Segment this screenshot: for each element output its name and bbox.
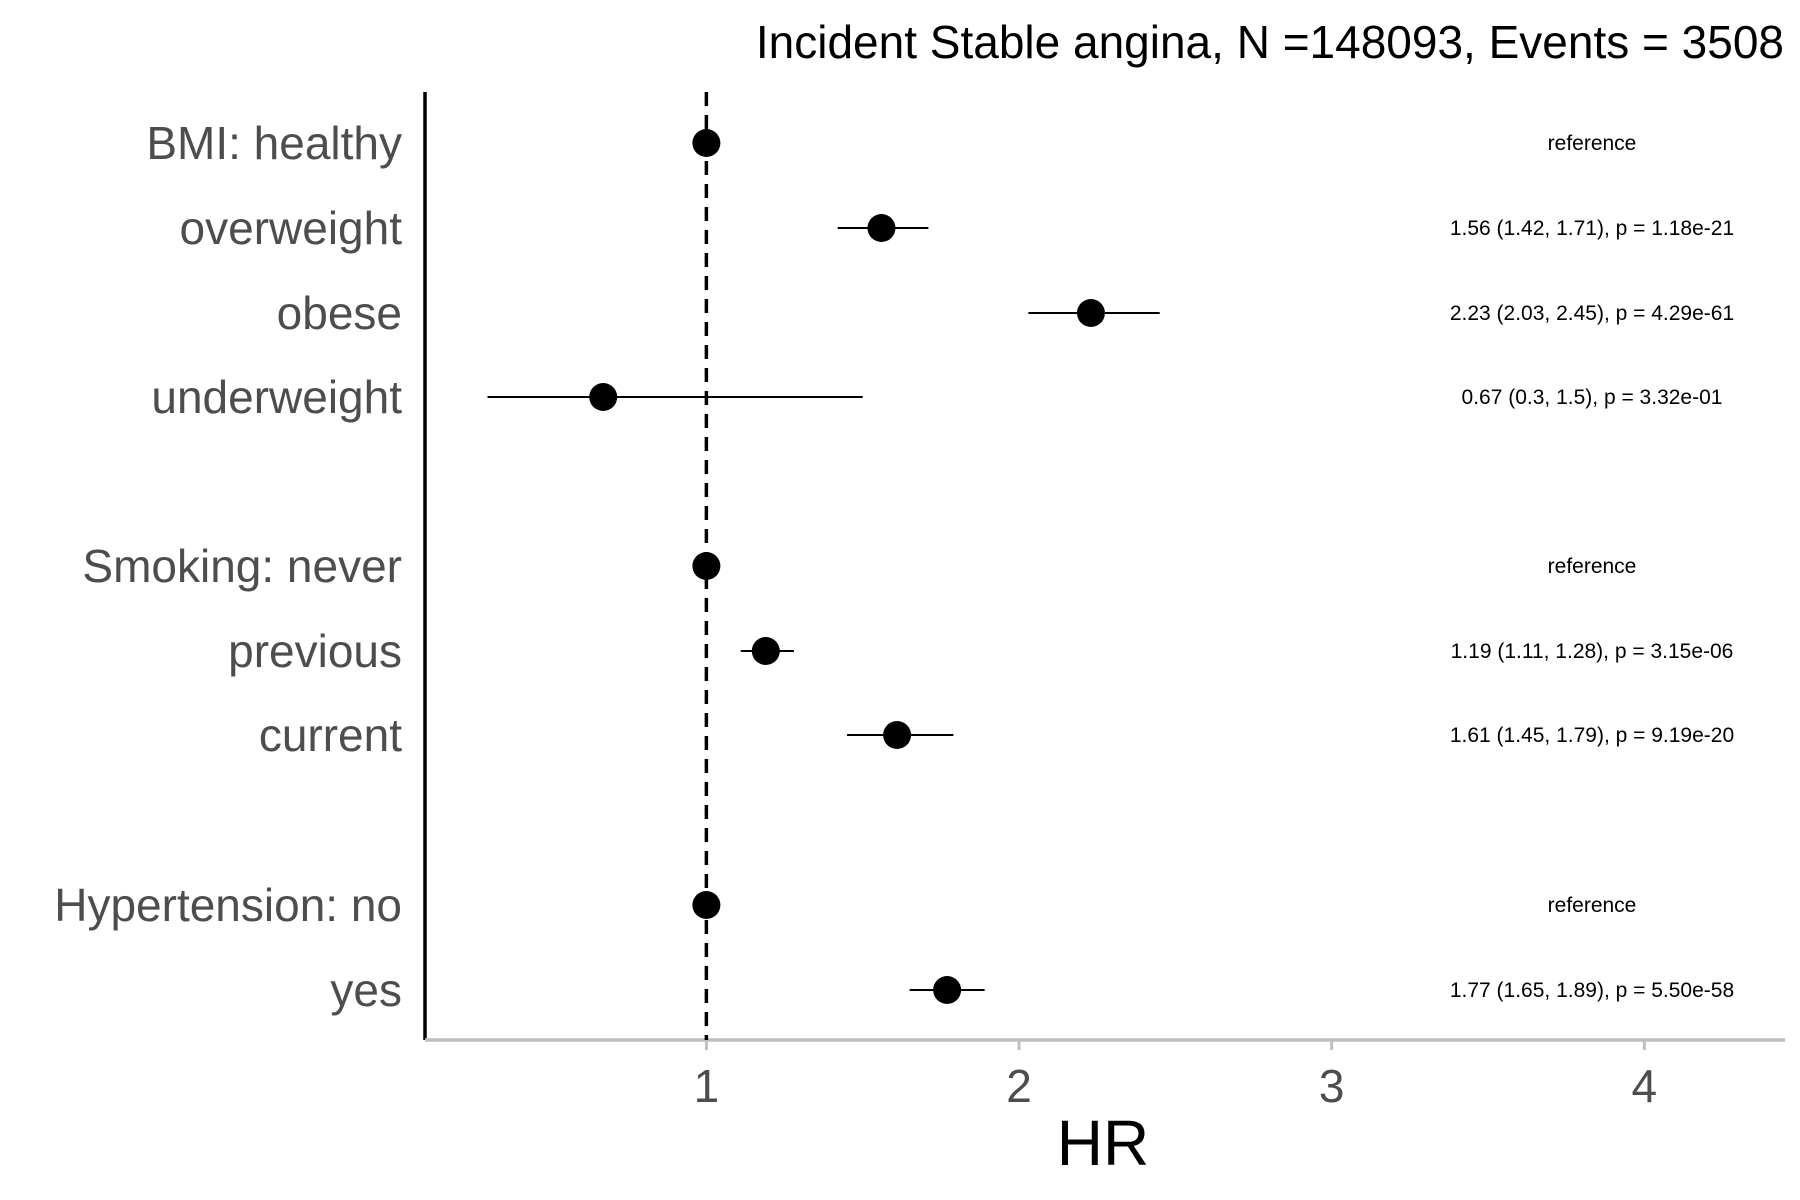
row-label: overweight: [180, 202, 403, 254]
hazard-ratio-point: [751, 637, 780, 665]
x-tick-label: 2: [1006, 1060, 1032, 1112]
chart-title: Incident Stable angina, N =148093, Event…: [756, 16, 1784, 68]
hazard-ratio-point: [589, 383, 618, 411]
hazard-ratio-point: [933, 976, 962, 1004]
x-axis-title: HR: [1057, 1107, 1149, 1179]
row-label: obese: [277, 287, 402, 339]
row-label: yes: [330, 964, 402, 1016]
hr-annotation: 1.19 (1.11, 1.28), p = 3.15e-06: [1451, 640, 1734, 663]
hr-annotation: 2.23 (2.03, 2.45), p = 4.29e-61: [1450, 302, 1734, 325]
hazard-ratio-point: [867, 214, 896, 242]
hazard-ratio-point: [692, 891, 721, 919]
hazard-ratio-point: [1076, 299, 1105, 327]
row-label: Hypertension: no: [54, 879, 402, 931]
hazard-ratio-point: [883, 721, 912, 749]
hazard-ratio-point: [692, 129, 721, 157]
x-axis-ticks: 1 2 3 4: [694, 1040, 1658, 1112]
x-tick-label: 4: [1632, 1060, 1658, 1112]
hazard-ratio-point: [692, 552, 721, 580]
row-label: BMI: healthy: [146, 117, 402, 169]
plot-rows: BMI: healthy reference overweight 1.56 (1.4…: [54, 117, 1734, 1016]
x-tick-label: 1: [694, 1060, 720, 1112]
row-label: underweight: [151, 371, 402, 423]
row-label: current: [259, 709, 402, 761]
hr-annotation: reference: [1548, 555, 1637, 578]
hr-annotation: 0.67 (0.3, 1.5), p = 3.32e-01: [1462, 386, 1723, 409]
x-tick-label: 3: [1319, 1060, 1345, 1112]
hr-annotation: 1.61 (1.45, 1.79), p = 9.19e-20: [1450, 724, 1734, 747]
hr-annotation: reference: [1548, 132, 1637, 155]
row-label: Smoking: never: [82, 540, 402, 592]
hr-annotation: reference: [1548, 894, 1637, 917]
row-label: previous: [228, 625, 402, 677]
hr-annotation: 1.77 (1.65, 1.89), p = 5.50e-58: [1450, 979, 1734, 1002]
hr-annotation: 1.56 (1.42, 1.71), p = 1.18e-21: [1450, 217, 1734, 240]
